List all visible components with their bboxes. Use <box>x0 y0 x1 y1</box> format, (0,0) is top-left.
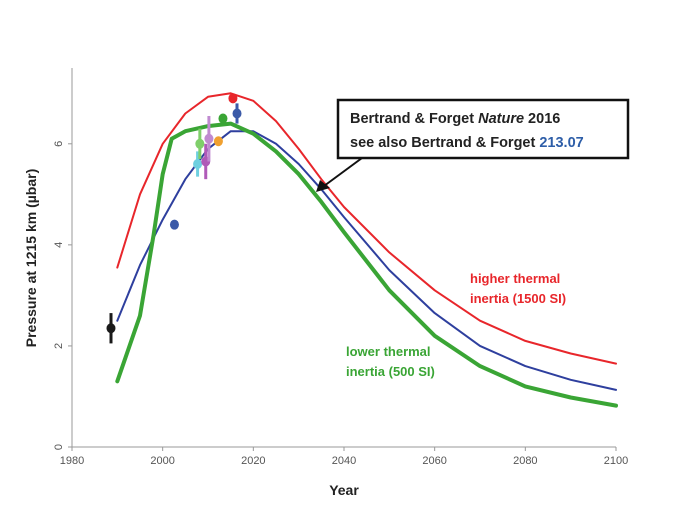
callout-line1: Bertrand & Forget Nature 2016 <box>350 111 560 127</box>
callout-box <box>336 98 630 160</box>
callout-line1-italic: Nature <box>478 111 524 127</box>
observation-point <box>204 133 214 144</box>
x-axis-title: Year <box>329 482 359 498</box>
observation-point <box>232 108 242 119</box>
observation-point <box>169 219 179 230</box>
higher-inertia-label-line2: inertia (1500 SI) <box>470 291 566 306</box>
callout-line2-link[interactable]: 213.07 <box>539 135 583 151</box>
x-tick-label: 1980 <box>60 455 84 467</box>
callout-line2-prefix: see also Bertrand & Forget <box>350 135 539 151</box>
high-inertia-curve <box>116 92 617 365</box>
callout-arrow-line <box>323 157 363 187</box>
y-tick-label: 2 <box>53 343 65 349</box>
lower-inertia-label-line2: inertia (500 SI) <box>346 364 435 379</box>
observations <box>106 93 242 344</box>
y-axis-title: Pressure at 1215 km (µbar) <box>23 169 39 348</box>
lower-inertia-label-line1: lower thermal <box>346 344 431 359</box>
observation-point <box>193 159 203 170</box>
observation-point <box>106 323 116 334</box>
callout-line1-prefix: Bertrand & Forget <box>350 111 478 127</box>
x-tick-label: 2060 <box>422 455 446 467</box>
y-tick-label: 4 <box>53 242 65 248</box>
observation-point <box>218 113 228 124</box>
observation-point <box>195 138 205 149</box>
x-tick-label: 2020 <box>241 455 265 467</box>
low-inertia-curve <box>115 121 618 408</box>
x-tick-label: 2000 <box>150 455 174 467</box>
axis-ticks: 1980 2000 2020 2040 2060 2080 2100 0 2 4 6 <box>53 141 628 467</box>
observation-point <box>228 93 238 104</box>
callout-line2: see also Bertrand & Forget 213.07 <box>350 135 584 151</box>
y-tick-label: 6 <box>53 141 65 147</box>
observation-point <box>213 136 223 147</box>
callout-line1-suffix: 2016 <box>524 111 560 127</box>
callout-arrow-head <box>316 180 330 192</box>
x-tick-label: 2080 <box>513 455 537 467</box>
x-tick-label: 2040 <box>332 455 356 467</box>
medium-curve <box>116 130 617 391</box>
higher-inertia-label-line1: higher thermal <box>470 271 560 286</box>
y-tick-label: 0 <box>53 444 65 450</box>
model-curves <box>115 92 618 408</box>
x-tick-label: 2100 <box>604 455 628 467</box>
